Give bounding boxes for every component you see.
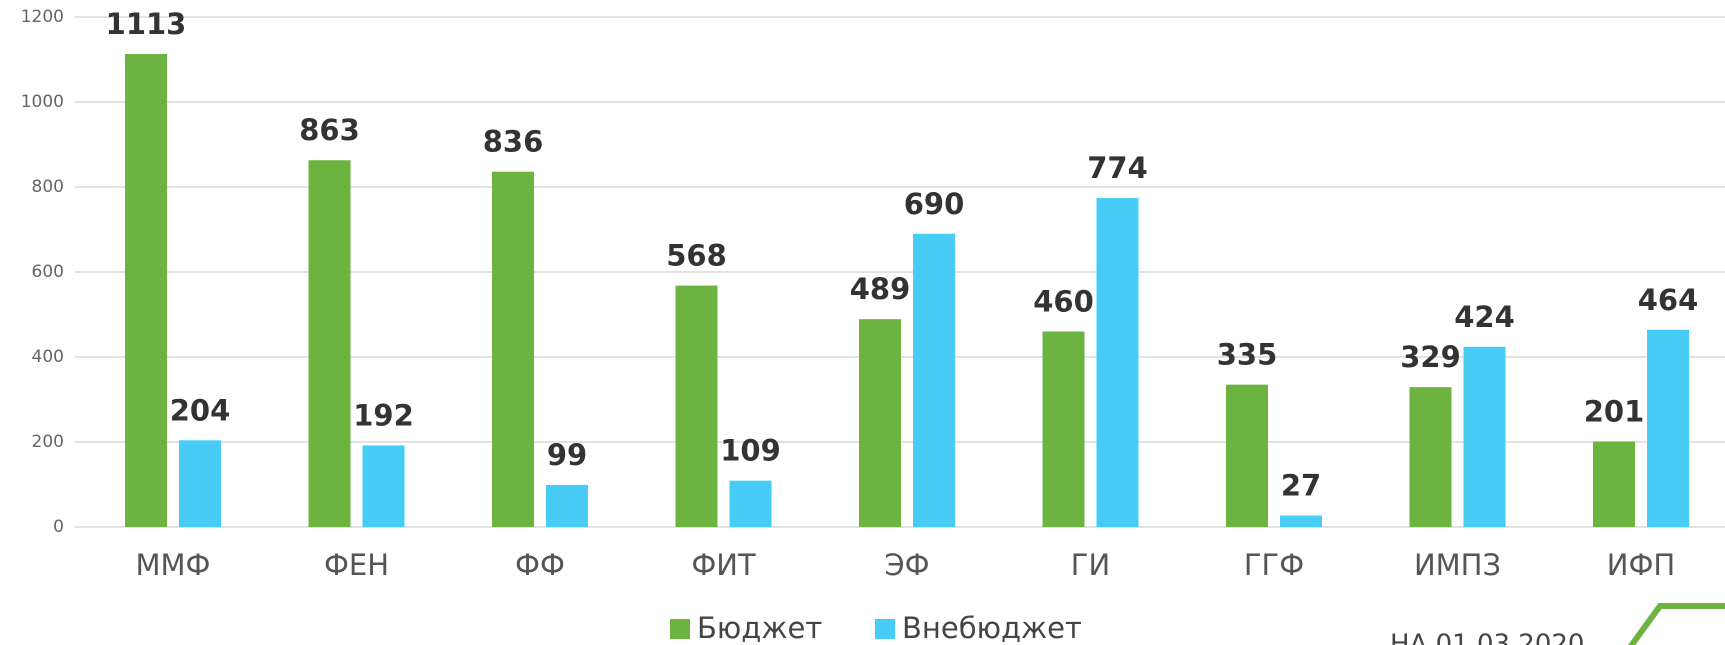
bar	[1647, 329, 1689, 527]
value-label: 204	[170, 393, 231, 427]
value-label: 836	[483, 125, 544, 159]
y-tick-label: 600	[32, 262, 64, 282]
value-label: 192	[353, 398, 414, 432]
bar	[362, 445, 405, 527]
value-label: 863	[299, 113, 360, 147]
bar	[1226, 384, 1268, 527]
date-note: НА 01.03.2020	[1390, 630, 1584, 645]
bar	[1463, 346, 1506, 527]
value-label: 464	[1638, 283, 1699, 317]
bar	[913, 233, 955, 527]
value-label: 109	[720, 434, 781, 468]
value-label: 329	[1400, 340, 1461, 374]
bar	[1096, 198, 1139, 528]
x-tick-label: ГГФ	[1244, 548, 1304, 582]
y-tick-label: 800	[32, 177, 64, 197]
bar	[179, 440, 221, 527]
decoration	[1627, 603, 1725, 645]
value-label: 27	[1281, 469, 1321, 503]
value-label: 335	[1217, 338, 1278, 372]
x-tick-label: ММФ	[135, 548, 210, 582]
bar	[729, 480, 772, 527]
legend-label: Внебюджет	[902, 611, 1082, 645]
value-label: 568	[666, 239, 727, 273]
bar	[859, 319, 901, 527]
legend-label: Бюджет	[697, 611, 822, 645]
x-tick-label: ГИ	[1071, 548, 1110, 582]
bar	[546, 484, 588, 527]
bar	[1280, 515, 1322, 527]
value-label: 201	[1584, 395, 1645, 429]
x-tick-label: ИФП	[1607, 548, 1675, 582]
bar	[1593, 441, 1635, 527]
x-tick-label: ИМПЗ	[1414, 548, 1501, 582]
legend-swatch	[670, 619, 690, 639]
value-label: 690	[904, 187, 965, 221]
legend-swatch	[875, 619, 895, 639]
x-tick-label: ФИТ	[691, 548, 756, 582]
x-tick-label: ФФ	[515, 548, 565, 582]
bar	[308, 160, 351, 527]
bar	[1409, 387, 1452, 527]
y-tick-label: 0	[53, 517, 64, 537]
bar	[1042, 331, 1085, 527]
bar	[125, 53, 167, 527]
bar	[675, 285, 718, 527]
x-tick-label: ЭФ	[884, 548, 929, 582]
bar	[492, 171, 534, 527]
value-label: 1113	[106, 7, 187, 41]
y-tick-label: 1000	[21, 92, 64, 112]
value-label: 460	[1033, 285, 1094, 319]
y-tick-label: 200	[32, 432, 64, 452]
y-tick-label: 1200	[21, 7, 64, 27]
value-label: 99	[547, 438, 587, 472]
y-tick-label: 400	[32, 347, 64, 367]
value-label: 489	[850, 272, 911, 306]
x-tick-label: ФЕН	[324, 548, 389, 582]
value-label: 424	[1454, 300, 1515, 334]
value-label: 774	[1087, 151, 1148, 185]
